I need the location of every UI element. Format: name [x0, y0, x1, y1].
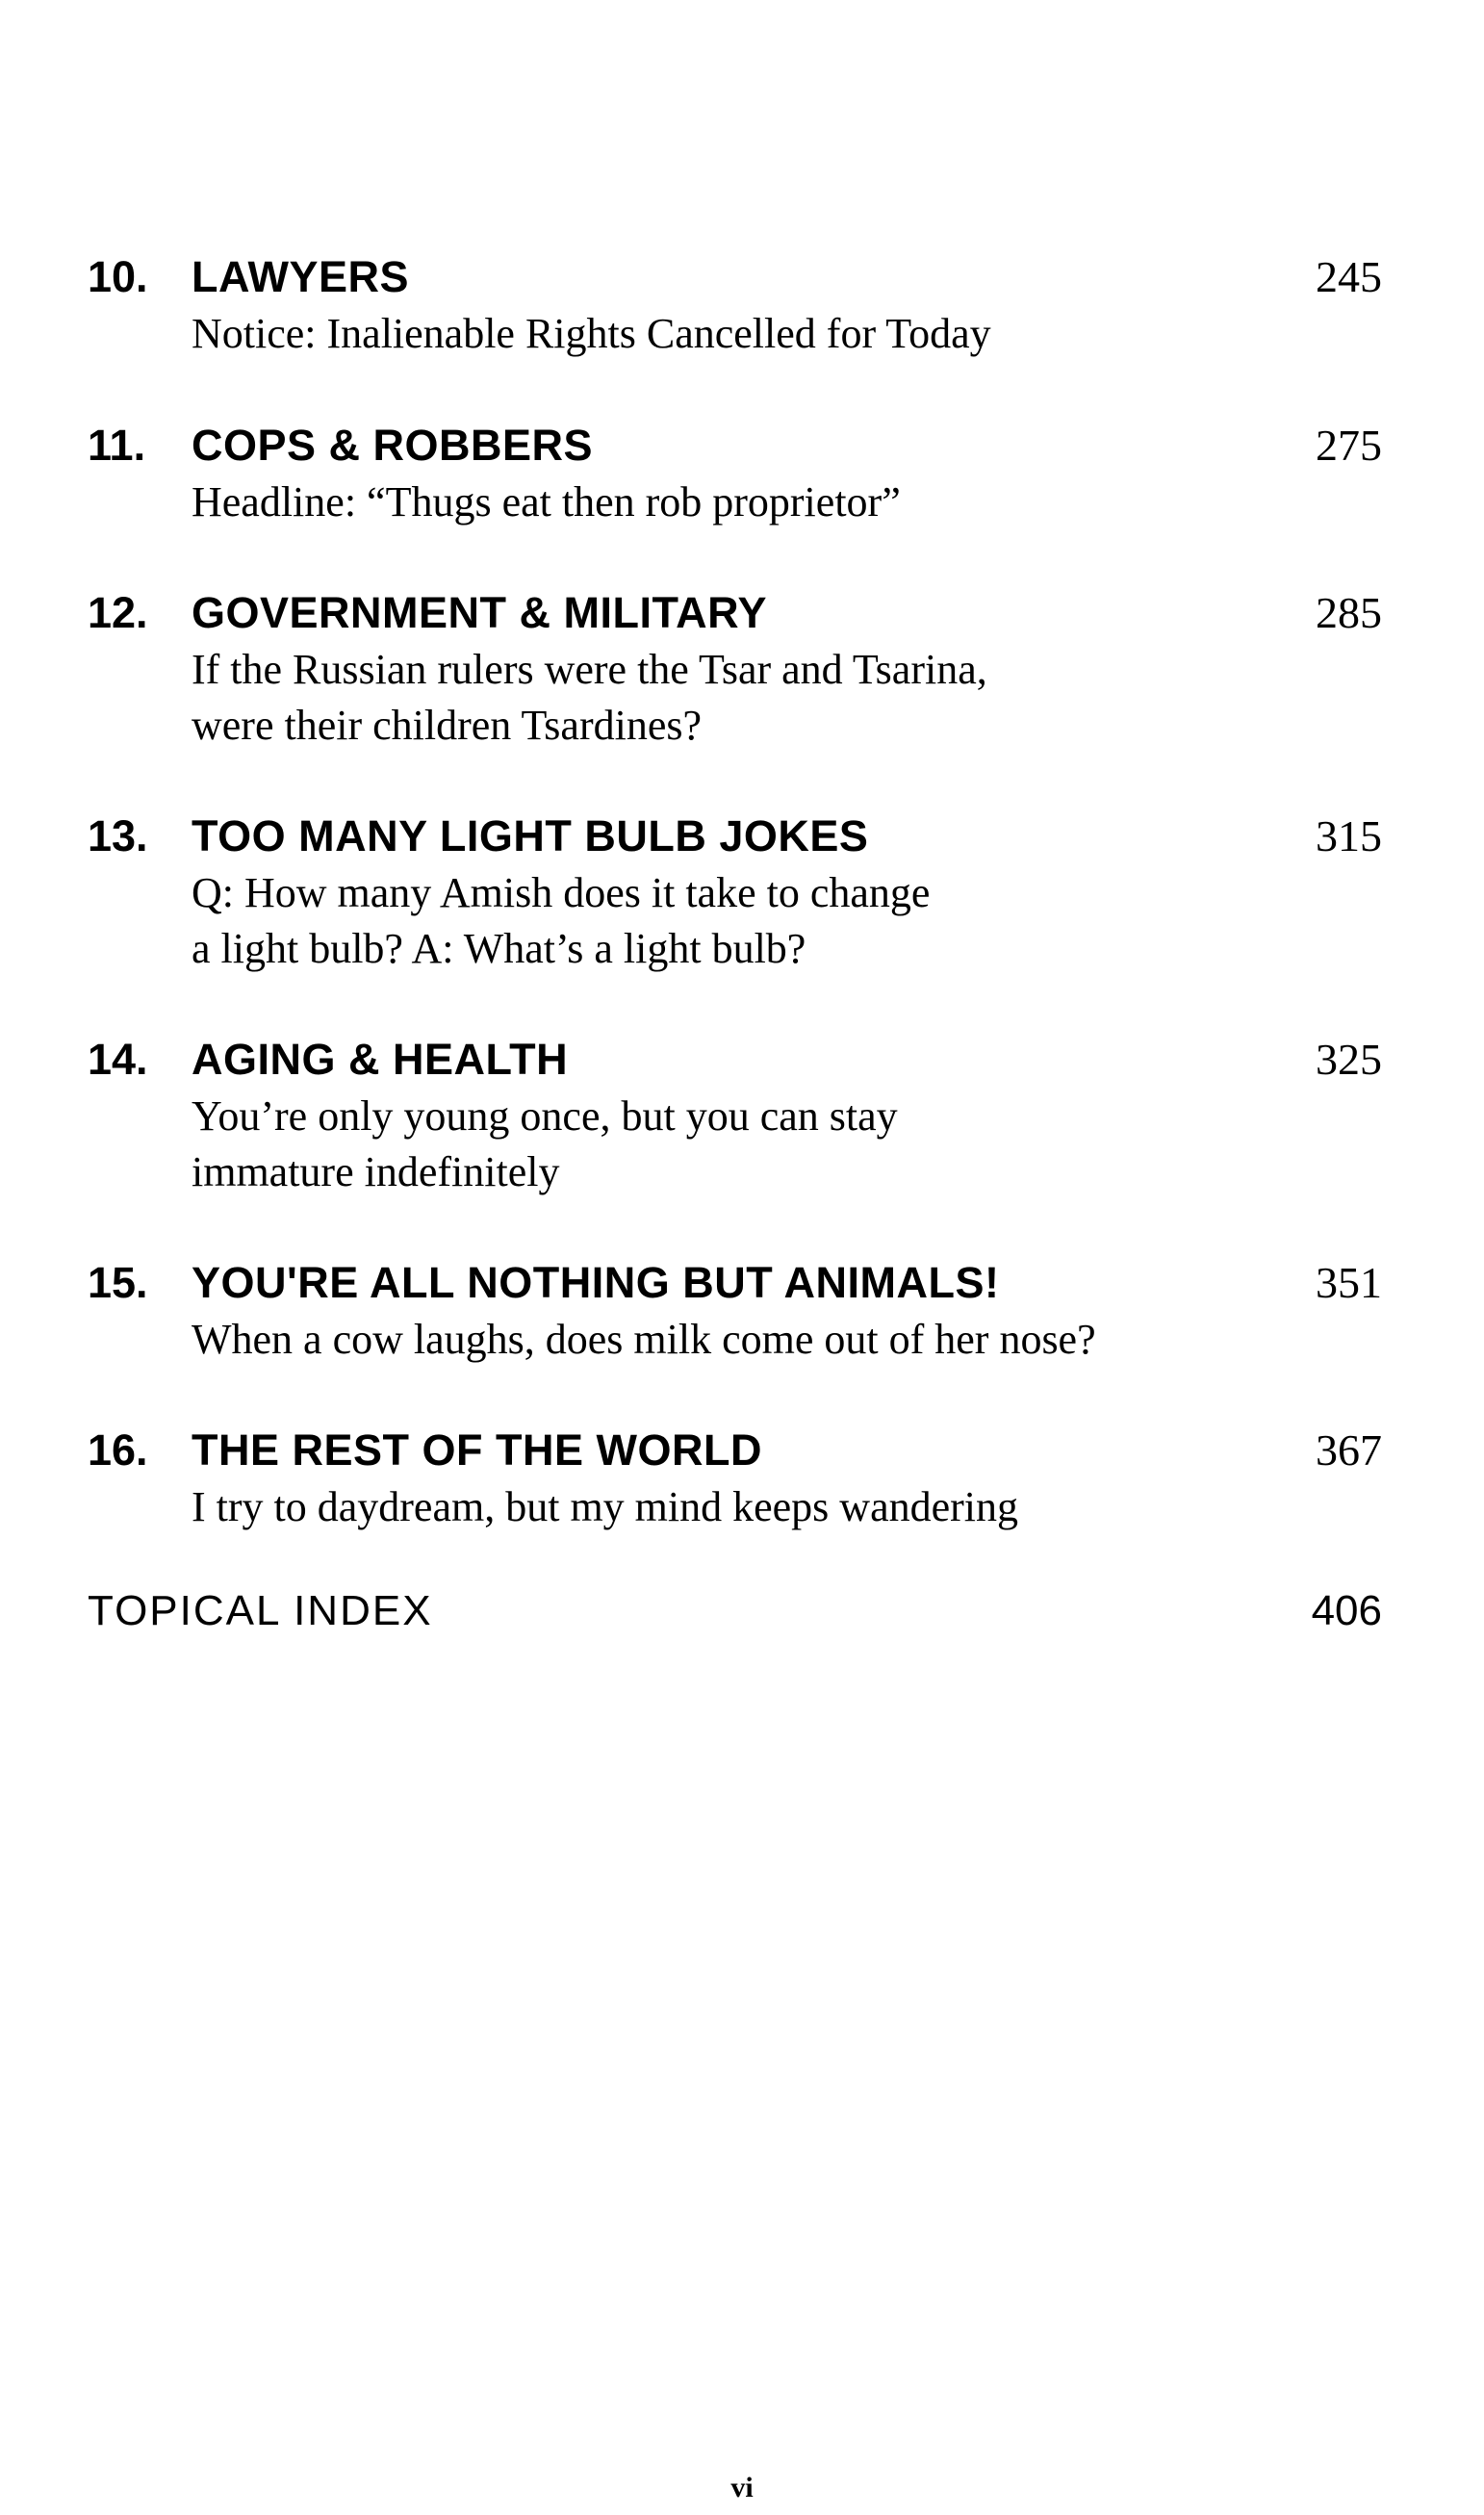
entry-heading: 16. THE REST OF THE WORLD 367: [88, 1425, 1382, 1476]
entry-subtitle-line: If the Russian rulers were the Tsar and …: [192, 646, 987, 693]
entry-heading: 14. AGING & HEALTH 325: [88, 1035, 1382, 1085]
entry-subtitle-line: Notice: Inalienable Rights Cancelled for…: [192, 310, 991, 357]
chapter-number: 16.: [88, 1425, 148, 1475]
toc-entry: 14. AGING & HEALTH 325 You’re only young…: [88, 1035, 1382, 1200]
entry-heading: 12. GOVERNMENT & MILITARY 285: [88, 588, 1382, 638]
chapter-number: 12.: [88, 588, 148, 637]
chapter-number: 13.: [88, 811, 148, 860]
chapter-number: 15.: [88, 1258, 148, 1307]
page-number: 285: [1316, 588, 1382, 637]
entry-subtitle-line: a light bulb? A: What’s a light bulb?: [192, 925, 806, 972]
chapter-title: COPS & ROBBERS: [192, 421, 594, 470]
entry-subtitle-line: immature indefinitely: [192, 1148, 560, 1195]
page-number: 325: [1316, 1035, 1382, 1084]
chapter-title: GOVERNMENT & MILITARY: [192, 588, 767, 637]
entry-subtitle-line: I try to daydream, but my mind keeps wan…: [192, 1483, 1019, 1530]
entry-subtitle-line: You’re only young once, but you can stay: [192, 1092, 898, 1140]
chapter-number: 14.: [88, 1035, 148, 1084]
chapter-title: THE REST OF THE WORLD: [192, 1425, 762, 1475]
toc-entry-topical-index: TOPICAL INDEX 406: [88, 1586, 1382, 1636]
entry-subtitle-line: When a cow laughs, does milk come out of…: [192, 1316, 1096, 1363]
toc-entry: 12. GOVERNMENT & MILITARY 285 If the Rus…: [88, 588, 1382, 754]
chapter-number: 10.: [88, 252, 148, 301]
entry-subtitle: You’re only young once, but you can stay…: [192, 1089, 1382, 1200]
page-number: 367: [1316, 1425, 1382, 1475]
page-number: 406: [1311, 1587, 1382, 1634]
page-number: 245: [1316, 252, 1382, 301]
entry-subtitle: Q: How many Amish does it take to change…: [192, 865, 1382, 977]
entry-subtitle: If the Russian rulers were the Tsar and …: [192, 642, 1382, 754]
entry-heading: 10. LAWYERS 245: [88, 252, 1382, 302]
page-number: 351: [1316, 1258, 1382, 1307]
chapter-title: TOO MANY LIGHT BULB JOKES: [192, 811, 869, 860]
entry-heading: 15. YOU'RE ALL NOTHING BUT ANIMALS! 351: [88, 1258, 1382, 1308]
toc-entry: 13. TOO MANY LIGHT BULB JOKES 315 Q: How…: [88, 811, 1382, 977]
entry-subtitle-line: were their children Tsardines?: [192, 702, 702, 749]
page-number: 315: [1316, 811, 1382, 860]
chapter-number: 11.: [88, 421, 146, 470]
toc-entry: 10. LAWYERS 245 Notice: Inalienable Righ…: [88, 252, 1382, 362]
entry-subtitle-line: Q: How many Amish does it take to change: [192, 869, 931, 916]
entry-heading: 11. COPS & ROBBERS 275: [88, 421, 1382, 471]
toc-entry: 11. COPS & ROBBERS 275 Headline: “Thugs …: [88, 421, 1382, 530]
entry-subtitle: Headline: “Thugs eat then rob proprietor…: [192, 475, 1382, 530]
toc-entry: 16. THE REST OF THE WORLD 367 I try to d…: [88, 1425, 1382, 1535]
entry-subtitle: Notice: Inalienable Rights Cancelled for…: [192, 306, 1382, 362]
entry-heading: 13. TOO MANY LIGHT BULB JOKES 315: [88, 811, 1382, 861]
entry-subtitle-line: Headline: “Thugs eat then rob proprietor…: [192, 478, 901, 526]
entry-subtitle: When a cow laughs, does milk come out of…: [192, 1312, 1382, 1368]
page-number: 275: [1316, 421, 1382, 470]
toc-entry: 15. YOU'RE ALL NOTHING BUT ANIMALS! 351 …: [88, 1258, 1382, 1368]
index-label: TOPICAL INDEX: [88, 1587, 433, 1634]
chapter-title: YOU'RE ALL NOTHING BUT ANIMALS!: [192, 1258, 1000, 1307]
chapter-title: AGING & HEALTH: [192, 1035, 569, 1084]
page-folio: vi: [730, 2472, 754, 2503]
chapter-title: LAWYERS: [192, 252, 410, 301]
entry-subtitle: I try to daydream, but my mind keeps wan…: [192, 1479, 1382, 1535]
